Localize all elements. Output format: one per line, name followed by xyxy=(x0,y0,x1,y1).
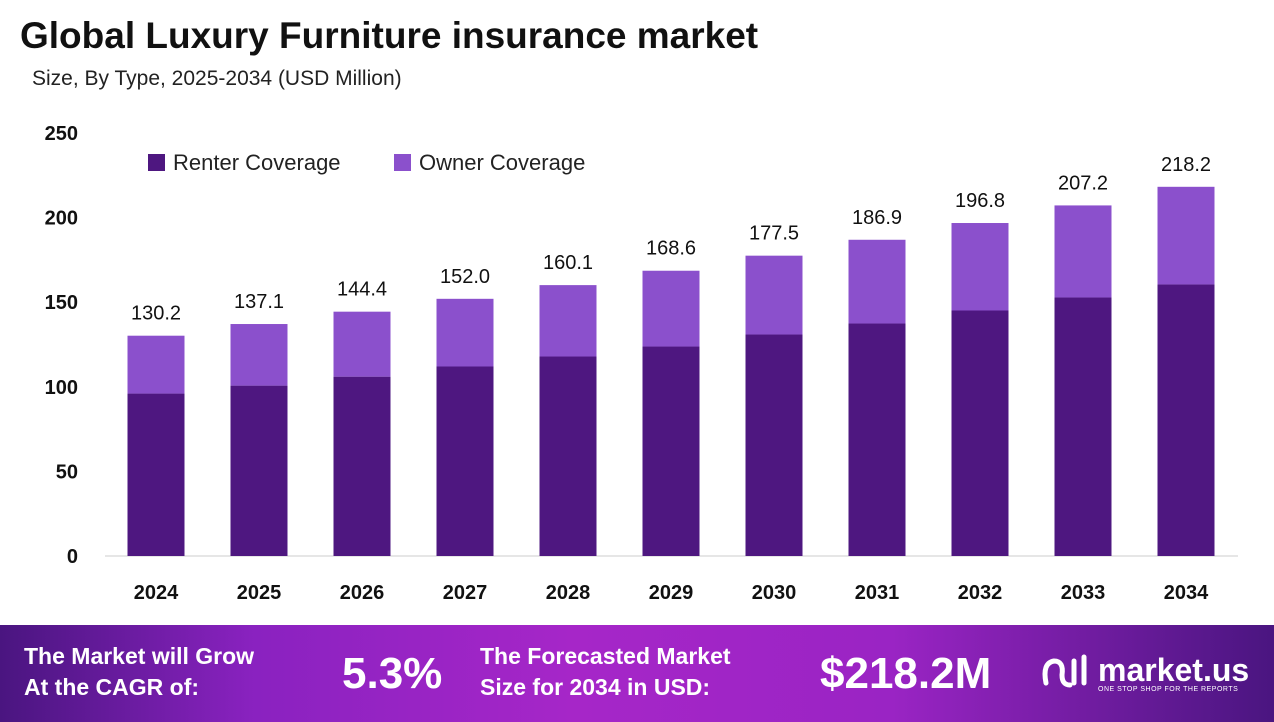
bar-renter-2027 xyxy=(436,366,494,556)
chart-subtitle: Size, By Type, 2025-2034 (USD Million) xyxy=(32,67,402,90)
bar-renter-2031 xyxy=(848,323,906,556)
bar-owner-2028 xyxy=(539,285,597,357)
x-tick-label: 2028 xyxy=(546,582,591,604)
legend: Renter Coverage Owner Coverage xyxy=(148,150,585,175)
cagr-value: 5.3% xyxy=(342,649,443,698)
bar-owner-2025 xyxy=(230,324,288,386)
bar-owner-2033 xyxy=(1054,205,1112,298)
y-axis: 0 50 100 150 200 250 xyxy=(45,123,78,568)
bar-renter-2029 xyxy=(642,346,700,556)
x-tick-label: 2025 xyxy=(237,582,282,604)
legend-label: Owner Coverage xyxy=(419,150,585,175)
x-tick-label: 2030 xyxy=(752,582,797,604)
chart-title: Global Luxury Furniture insurance market xyxy=(20,15,759,56)
bar-renter-2032 xyxy=(951,310,1009,556)
bar-renter-2026 xyxy=(333,376,391,556)
legend-swatch xyxy=(148,154,165,171)
y-tick-label: 100 xyxy=(45,377,78,399)
cagr-label-line2: At the CAGR of: xyxy=(24,674,200,700)
bar-owner-2034 xyxy=(1157,186,1215,285)
stacked-bar-chart: 0 50 100 150 200 250 130.2 137.1 144.4 152.0 160.… xyxy=(45,123,1238,604)
y-tick-label: 200 xyxy=(45,208,78,230)
x-tick-label: 2031 xyxy=(855,582,900,604)
x-tick-label: 2027 xyxy=(443,582,488,604)
bar-renter-2030 xyxy=(745,334,803,556)
bar-owner-2029 xyxy=(642,270,700,347)
total-label: 152.0 xyxy=(440,266,490,288)
cagr-label-line1: The Market will Grow xyxy=(24,643,255,669)
total-label: 186.9 xyxy=(852,207,902,229)
total-label: 207.2 xyxy=(1058,172,1108,194)
y-tick-label: 250 xyxy=(45,123,78,145)
y-tick-label: 150 xyxy=(45,292,78,314)
total-label: 168.6 xyxy=(646,238,696,260)
x-tick-label: 2024 xyxy=(134,582,179,604)
bar-renter-2034 xyxy=(1157,284,1215,556)
bar-owner-2032 xyxy=(951,223,1009,311)
total-label: 137.1 xyxy=(234,291,284,313)
cagr-label: The Market will Grow At the CAGR of: xyxy=(24,641,254,703)
market-us-logo: market.us ONE STOP SHOP FOR THE REPORTS xyxy=(1040,653,1249,693)
legend-swatch xyxy=(394,154,411,171)
forecast-label: The Forecasted Market Size for 2034 in U… xyxy=(480,641,731,703)
legend-label: Renter Coverage xyxy=(173,150,341,175)
x-tick-label: 2033 xyxy=(1061,582,1106,604)
y-tick-label: 0 xyxy=(67,546,78,568)
bar-renter-2033 xyxy=(1054,297,1112,556)
bar-owner-2031 xyxy=(848,239,906,324)
summary-banner: The Market will Grow At the CAGR of: 5.3… xyxy=(0,625,1274,722)
logo-name: market.us xyxy=(1098,651,1250,688)
bar-renter-2025 xyxy=(230,385,288,556)
total-label: 196.8 xyxy=(955,190,1005,212)
x-tick-label: 2034 xyxy=(1164,582,1209,604)
y-tick-label: 50 xyxy=(56,461,78,483)
total-label: 218.2 xyxy=(1161,154,1211,176)
bar-owner-2027 xyxy=(436,298,494,367)
forecast-label-line2: Size for 2034 in USD: xyxy=(480,674,711,700)
total-label: 144.4 xyxy=(337,279,387,301)
x-tick-label: 2029 xyxy=(649,582,694,604)
forecast-value: $218.2M xyxy=(820,649,992,698)
logo-tagline: ONE STOP SHOP FOR THE REPORTS xyxy=(1098,685,1239,693)
x-tick-label: 2026 xyxy=(340,582,385,604)
total-label: 130.2 xyxy=(131,303,181,325)
total-label: 177.5 xyxy=(749,223,799,245)
bar-owner-2030 xyxy=(745,255,803,335)
logo-icon xyxy=(1042,654,1087,688)
bar-renter-2028 xyxy=(539,356,597,556)
bar-owner-2026 xyxy=(333,311,391,377)
forecast-label-line1: The Forecasted Market xyxy=(480,643,731,669)
x-axis: 2024 2025 2026 2027 2028 2029 2030 2031 2032 2033… xyxy=(134,582,1209,604)
bars: 130.2 137.1 144.4 152.0 160.1 168.6 177.5 186.9… xyxy=(127,154,1215,556)
bar-renter-2024 xyxy=(127,393,185,556)
bar-owner-2024 xyxy=(127,335,185,394)
total-label: 160.1 xyxy=(543,252,593,274)
x-tick-label: 2032 xyxy=(958,582,1003,604)
